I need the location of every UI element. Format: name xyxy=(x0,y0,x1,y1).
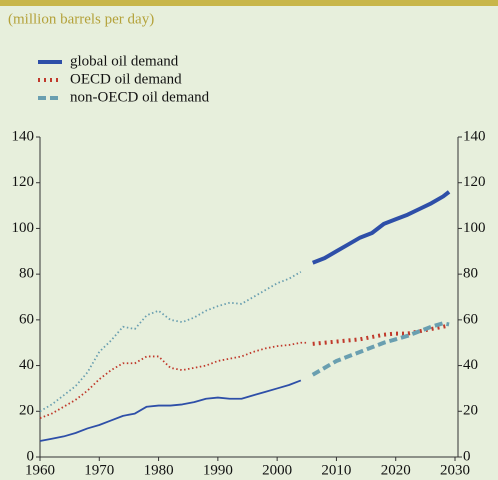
x-tick-label: 2030 xyxy=(440,462,470,478)
y2-tick-label: 20 xyxy=(463,403,478,419)
x-tick-label: 1980 xyxy=(144,462,174,478)
subtitle: (million barrels per day) xyxy=(8,11,154,27)
x-tick-label: 1960 xyxy=(25,462,55,478)
x-tick-label: 2000 xyxy=(262,462,292,478)
series-line xyxy=(39,341,307,419)
y2-tick-label: 140 xyxy=(463,128,486,144)
series-line xyxy=(311,190,451,265)
y-tick-label: 0 xyxy=(27,448,35,464)
y-tick-label: 40 xyxy=(19,357,34,373)
y-tick-label: 120 xyxy=(12,174,35,190)
x-tick-label: 2020 xyxy=(381,462,411,478)
y-tick-label: 100 xyxy=(12,220,35,236)
x-tick-label: 1970 xyxy=(84,462,114,478)
y2-tick-label: 60 xyxy=(463,311,478,327)
series-line xyxy=(311,321,450,377)
legend-label: OECD oil demand xyxy=(70,71,182,87)
top-band xyxy=(0,0,498,6)
y-tick-label: 60 xyxy=(19,311,34,327)
x-tick-label: 2010 xyxy=(321,462,351,478)
y-tick-label: 20 xyxy=(19,403,34,419)
y2-tick-label: 100 xyxy=(463,220,486,236)
series-line xyxy=(39,379,302,442)
y2-tick-label: 120 xyxy=(463,174,486,190)
y-tick-label: 80 xyxy=(19,266,34,282)
legend-label: global oil demand xyxy=(70,53,179,69)
y-tick-label: 140 xyxy=(12,128,35,144)
y2-tick-label: 0 xyxy=(463,448,471,464)
x-tick-label: 1990 xyxy=(203,462,233,478)
legend-label: non-OECD oil demand xyxy=(70,89,210,105)
y2-tick-label: 80 xyxy=(463,266,478,282)
y2-tick-label: 40 xyxy=(463,357,478,373)
